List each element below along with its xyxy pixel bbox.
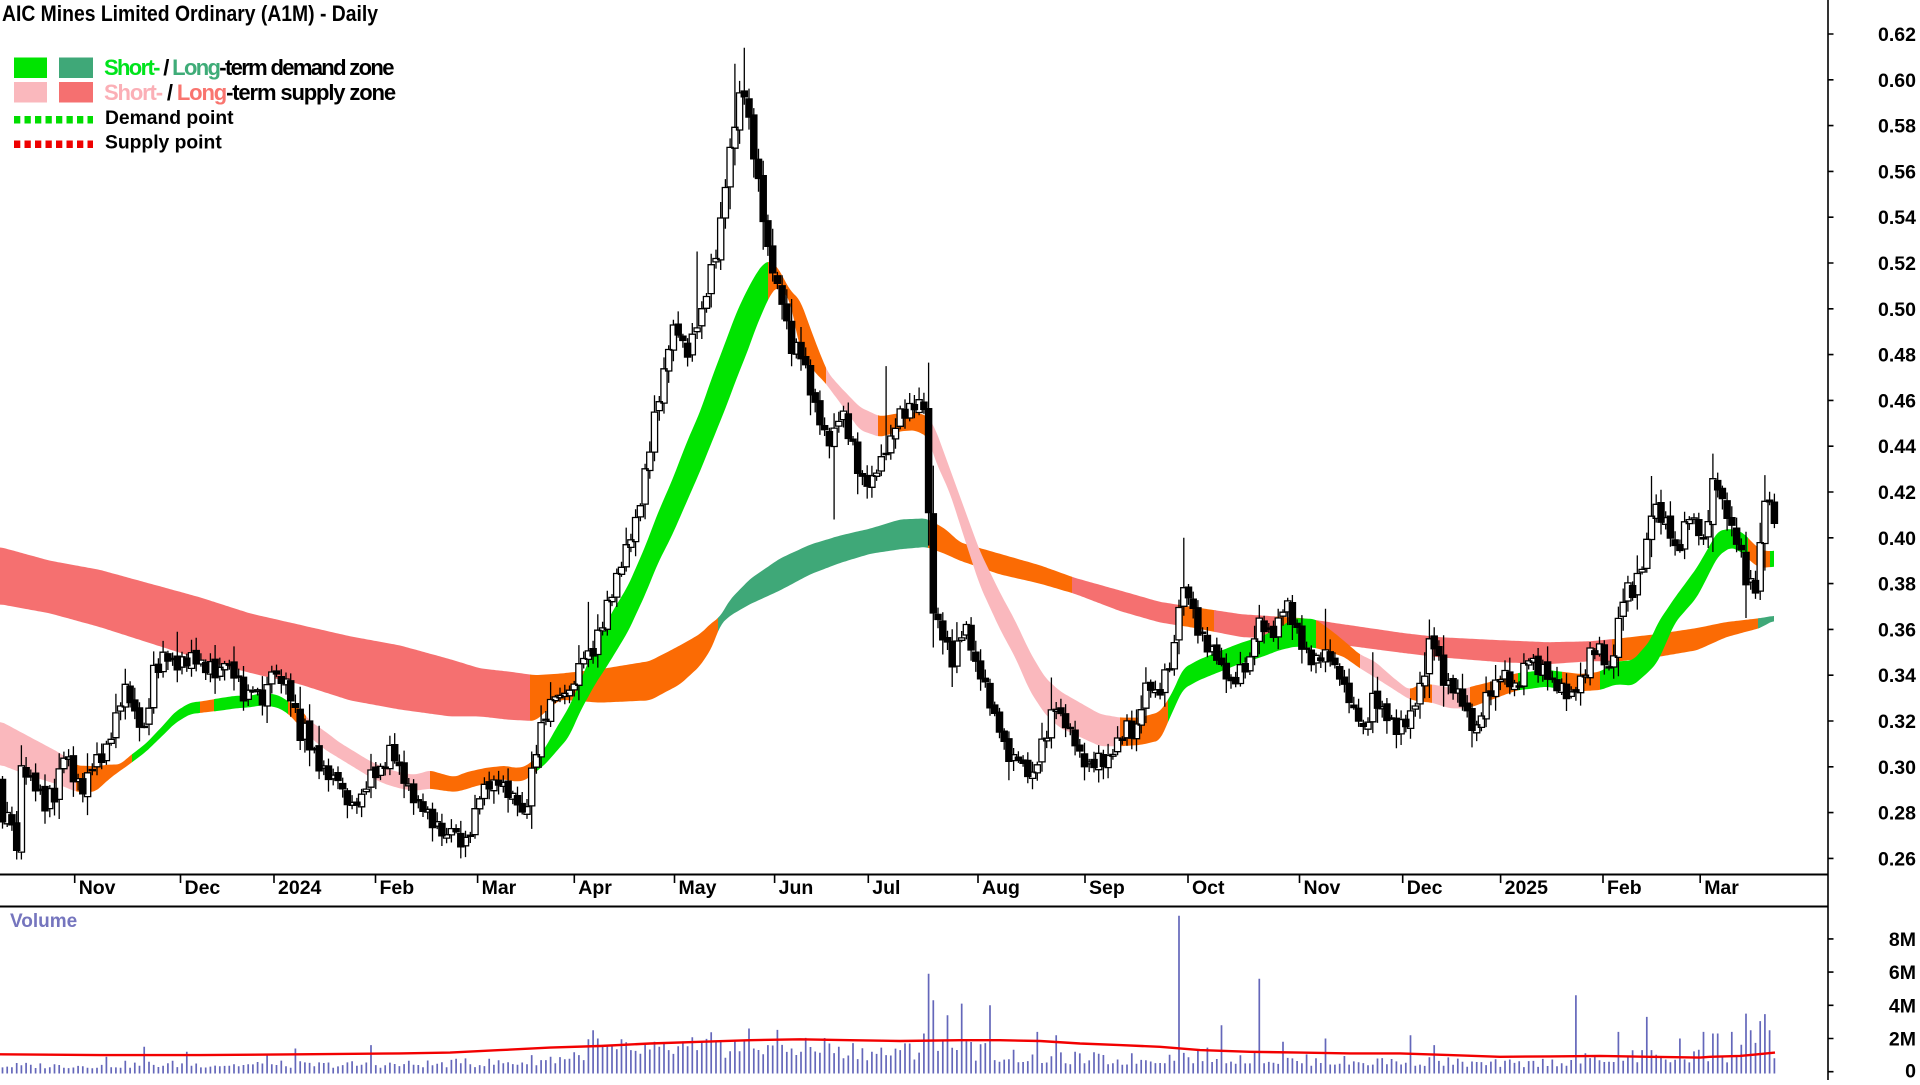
- svg-text:2024: 2024: [278, 877, 322, 899]
- svg-text:Demand point: Demand point: [105, 108, 234, 129]
- svg-text:0.62: 0.62: [1878, 24, 1916, 46]
- svg-text:Mar: Mar: [482, 877, 517, 899]
- svg-text:0.46: 0.46: [1878, 390, 1916, 412]
- svg-text:0.50: 0.50: [1878, 299, 1916, 321]
- svg-text:Jul: Jul: [872, 877, 900, 899]
- svg-text:0.58: 0.58: [1878, 116, 1916, 138]
- svg-text:0.28: 0.28: [1878, 803, 1916, 825]
- svg-text:May: May: [679, 877, 717, 899]
- svg-text:Mar: Mar: [1704, 877, 1739, 899]
- svg-text:2M: 2M: [1889, 1029, 1916, 1051]
- svg-text:Short- / Long-term demand zone: Short- / Long-term demand zone: [104, 55, 394, 80]
- svg-text:0.38: 0.38: [1878, 574, 1916, 596]
- svg-text:0.54: 0.54: [1878, 207, 1916, 229]
- svg-text:0.60: 0.60: [1878, 70, 1916, 92]
- svg-text:6M: 6M: [1889, 962, 1916, 984]
- svg-text:0.34: 0.34: [1878, 665, 1916, 687]
- svg-text:0.30: 0.30: [1878, 757, 1916, 779]
- svg-text:Short- / Long-term supply zone: Short- / Long-term supply zone: [104, 80, 396, 105]
- svg-text:0.44: 0.44: [1878, 436, 1916, 458]
- svg-text:Feb: Feb: [380, 877, 415, 899]
- svg-text:Nov: Nov: [1304, 877, 1341, 899]
- svg-text:0: 0: [1905, 1061, 1916, 1081]
- svg-text:Oct: Oct: [1192, 877, 1225, 899]
- svg-text:0.36: 0.36: [1878, 619, 1916, 641]
- svg-text:Apr: Apr: [578, 877, 612, 899]
- svg-text:Dec: Dec: [1407, 877, 1443, 899]
- svg-text:8M: 8M: [1889, 929, 1916, 951]
- svg-text:Volume: Volume: [10, 911, 77, 932]
- svg-text:Nov: Nov: [79, 877, 116, 899]
- svg-text:Feb: Feb: [1607, 877, 1642, 899]
- svg-text:0.40: 0.40: [1878, 528, 1916, 550]
- svg-text:0.52: 0.52: [1878, 253, 1916, 275]
- svg-text:Dec: Dec: [185, 877, 221, 899]
- svg-text:4M: 4M: [1889, 995, 1916, 1017]
- svg-text:0.42: 0.42: [1878, 482, 1916, 504]
- svg-text:AIC Mines Limited Ordinary (A1: AIC Mines Limited Ordinary (A1M) - Daily: [2, 1, 379, 26]
- svg-text:2025: 2025: [1505, 877, 1549, 899]
- svg-text:Supply point: Supply point: [105, 133, 222, 154]
- svg-text:Sep: Sep: [1089, 877, 1125, 899]
- svg-text:Aug: Aug: [982, 877, 1020, 899]
- svg-text:0.26: 0.26: [1878, 848, 1916, 870]
- svg-text:0.32: 0.32: [1878, 711, 1916, 733]
- svg-text:0.48: 0.48: [1878, 345, 1916, 367]
- svg-text:Jun: Jun: [779, 877, 814, 899]
- svg-text:0.56: 0.56: [1878, 161, 1916, 183]
